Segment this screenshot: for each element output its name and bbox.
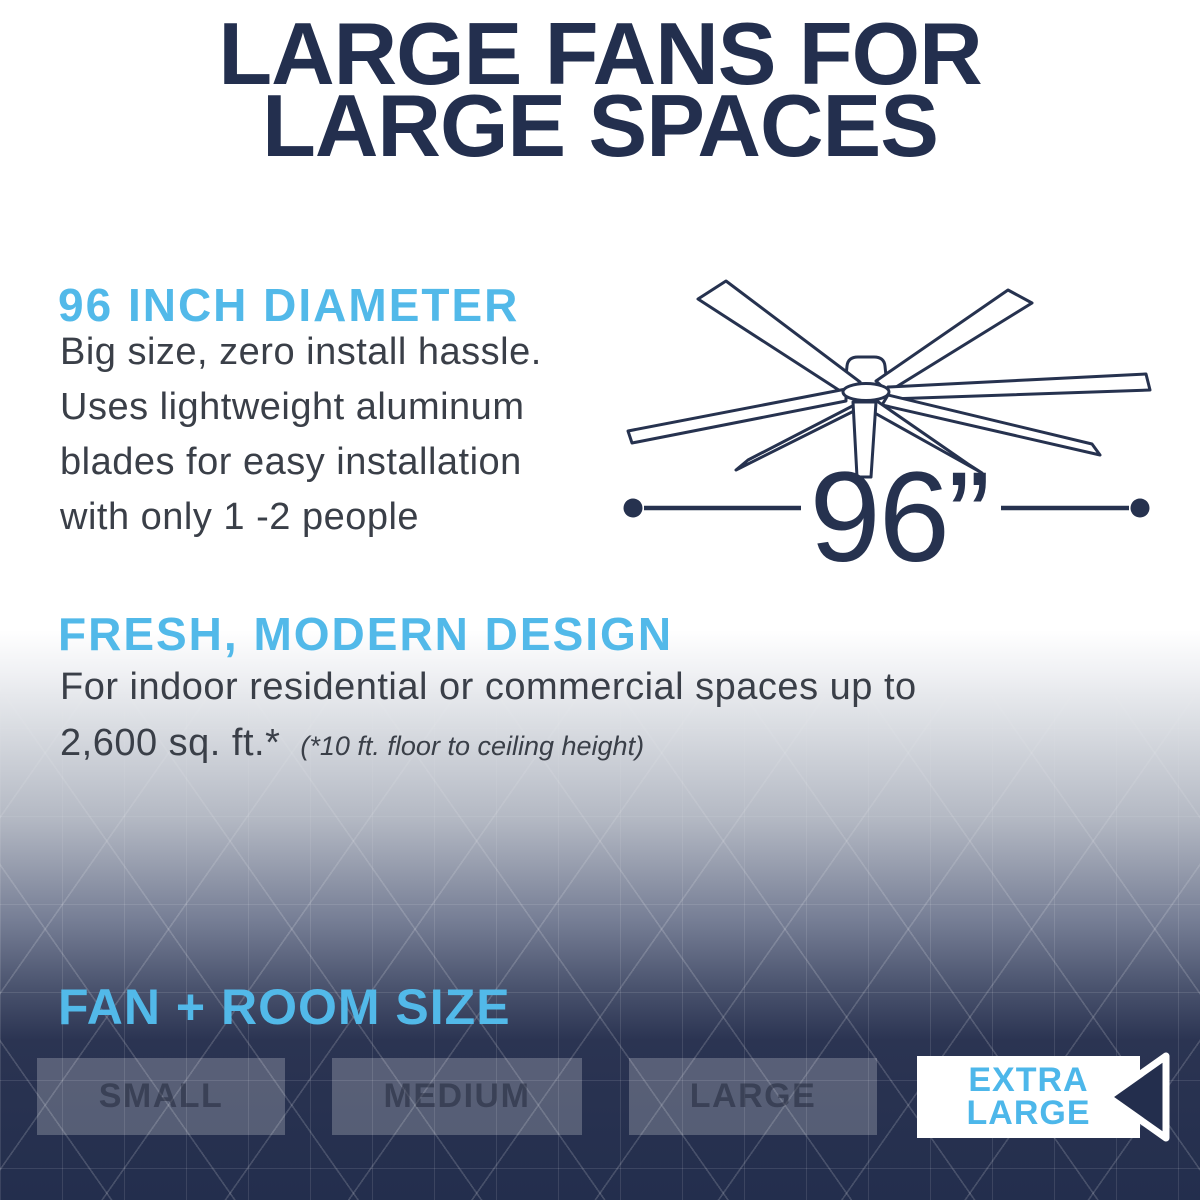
size-option-small[interactable]: SMALL	[37, 1058, 285, 1135]
size-option-label: LARGE	[689, 1077, 817, 1115]
size-option-large[interactable]: LARGE	[629, 1058, 877, 1135]
size-option-label: MEDIUM	[383, 1077, 531, 1115]
page-title-line2: LARGE SPACES	[262, 76, 939, 175]
size-option-medium[interactable]: MEDIUM	[332, 1058, 582, 1135]
fan-hub	[841, 382, 891, 402]
diameter-body-line: with only 1 -2 people	[60, 496, 420, 538]
page-title-line1: LARGE FANS FOR	[218, 4, 982, 103]
design-body-line: For indoor residential or commercial spa…	[60, 666, 917, 708]
arrow-left-icon	[1104, 1052, 1170, 1142]
ceiling-fan-icon: 96”	[623, 279, 1152, 583]
size-option-label: SMALL	[98, 1077, 224, 1115]
dimension-line	[623, 498, 1150, 518]
design-heading: FRESH, MODERN DESIGN	[58, 608, 674, 660]
diameter-body-line: blades for easy installation	[60, 441, 522, 483]
design-body-row: 2,600 sq. ft.* (*10 ft. floor to ceiling…	[60, 722, 644, 765]
size-option-label-line2: LARGE	[966, 1094, 1091, 1132]
size-option-extra-large-selected[interactable]: EXTRA LARGE	[917, 1056, 1140, 1138]
diameter-body-line: Uses lightweight aluminum	[60, 386, 525, 428]
diameter-heading: 96 INCH DIAMETER	[58, 279, 520, 331]
dimension-label: 96”	[810, 446, 989, 583]
ceiling-height-footnote: (*10 ft. floor to ceiling height)	[300, 731, 645, 761]
sqft-value: 2,600 sq. ft.*	[60, 722, 281, 764]
page-title: LARGE FANS FOR LARGE SPACES	[0, 4, 1200, 175]
room-size-heading: FAN + ROOM SIZE	[58, 979, 511, 1035]
size-option-label-line1: EXTRA	[968, 1061, 1089, 1099]
diameter-body-line: Big size, zero install hassle.	[60, 331, 542, 373]
